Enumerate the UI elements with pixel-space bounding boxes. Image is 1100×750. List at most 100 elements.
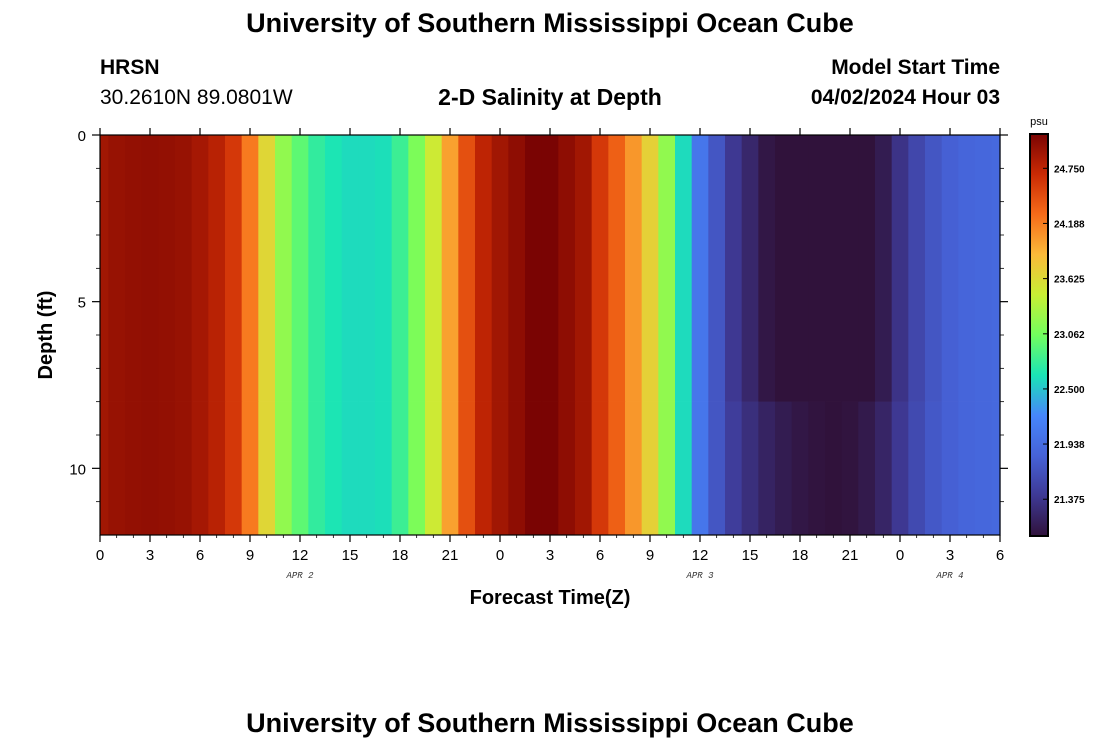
heatmap-cell <box>425 401 443 536</box>
heatmap-cell <box>991 401 1001 536</box>
heatmap-cell <box>375 135 393 402</box>
x-tick-label: 3 <box>546 547 554 564</box>
heatmap-cell <box>875 135 893 402</box>
heatmap-cell <box>458 135 476 402</box>
heatmap-cell <box>758 135 776 402</box>
heatmap-cell <box>325 401 343 536</box>
x-tick-label: 6 <box>996 547 1004 564</box>
x-tick-label: 12 <box>292 547 309 564</box>
heatmap-cell <box>508 135 526 402</box>
heatmap-cell <box>158 401 176 536</box>
heatmap-cell <box>525 135 543 402</box>
x-axis: 0 3 6 9 12 15 18 21 0 3 6 9 12 15 18 21 0 3 6 APR 2 APR 3 APR… <box>96 128 1004 581</box>
heatmap-cell <box>575 401 593 536</box>
heatmap-cell <box>625 401 643 536</box>
heatmap-cell <box>241 401 259 536</box>
heatmap-cell <box>558 401 576 536</box>
heatmap-cell <box>791 135 809 402</box>
heatmap-cell <box>108 401 126 536</box>
heatmap-cell <box>608 401 626 536</box>
heatmap-cell <box>975 135 993 402</box>
heatmap-cell <box>775 135 793 402</box>
heatmap-cell <box>125 135 143 402</box>
heatmap-cell <box>175 135 193 402</box>
x-tick-label: 0 <box>896 547 904 564</box>
y-axis-label: Depth (ft) <box>35 291 57 380</box>
heatmap-cell <box>808 401 826 536</box>
y-axis: 0 5 10 <box>69 128 1008 503</box>
heatmap-cell <box>100 401 109 536</box>
x-tick-label: 9 <box>646 547 654 564</box>
heatmap-cell <box>691 401 709 536</box>
heatmap-cell <box>225 401 243 536</box>
heatmap-cells <box>100 135 1001 536</box>
heatmap-cell <box>541 135 559 402</box>
x-tick-label: 6 <box>196 547 204 564</box>
heatmap-cell <box>341 401 359 536</box>
heatmap-cell <box>708 401 726 536</box>
y-tick-label: 10 <box>69 461 86 478</box>
x-tick-label: 21 <box>842 547 859 564</box>
heatmap-cell <box>491 135 509 402</box>
heatmap-cell <box>591 135 609 402</box>
heatmap-cell <box>941 135 959 402</box>
colorbar-gradient <box>1029 133 1049 537</box>
x-tick-label: 3 <box>146 547 154 564</box>
main-title: University of Southern Mississippi Ocean… <box>246 8 854 38</box>
heatmap-cell <box>558 135 576 402</box>
x-tick-label: 15 <box>342 547 359 564</box>
heatmap-cell <box>291 135 309 402</box>
heatmap-cell <box>775 401 793 536</box>
heatmap-cell <box>875 401 893 536</box>
heatmap-cell <box>158 135 176 402</box>
heatmap-cell <box>708 135 726 402</box>
heatmap-cell <box>691 135 709 402</box>
heatmap-cell <box>408 135 426 402</box>
x-axis-label: Forecast Time(Z) <box>470 587 631 609</box>
heatmap-cell <box>441 401 459 536</box>
colorbar-tick-label: 23.625 <box>1054 275 1085 286</box>
heatmap-cell <box>258 401 276 536</box>
heatmap-cell <box>741 135 759 402</box>
heatmap-cell <box>575 135 593 402</box>
heatmap-cell <box>541 401 559 536</box>
heatmap-cell <box>100 135 109 402</box>
y-tick-label: 5 <box>78 295 86 312</box>
y-tick-label: 0 <box>78 128 86 145</box>
date-label: APR 4 <box>935 571 963 581</box>
heatmap-cell <box>141 135 159 402</box>
heatmap-cell <box>258 135 276 402</box>
heatmap-cell <box>275 401 293 536</box>
heatmap-cell <box>925 401 943 536</box>
x-tick-label: 3 <box>946 547 954 564</box>
heatmap-cell <box>525 401 543 536</box>
x-tick-label: 0 <box>496 547 504 564</box>
heatmap-cell <box>191 135 209 402</box>
colorbar-tick-label: 24.188 <box>1054 219 1085 230</box>
heatmap-cell <box>825 401 843 536</box>
heatmap-cell <box>908 135 926 402</box>
heatmap-cell <box>725 135 743 402</box>
chart-subtitle: 2-D Salinity at Depth <box>438 84 662 110</box>
heatmap-cell <box>491 401 509 536</box>
colorbar-unit-label: psu <box>1030 116 1048 128</box>
station-coordinates: 30.2610N 89.0801W <box>100 86 293 109</box>
heatmap-cell <box>175 401 193 536</box>
heatmap-cell <box>841 135 859 402</box>
heatmap-cell <box>675 135 693 402</box>
colorbar-tick-label: 21.938 <box>1054 440 1085 451</box>
heatmap-cell <box>475 401 493 536</box>
heatmap-cell <box>275 135 293 402</box>
station-name: HRSN <box>100 56 160 79</box>
heatmap-cell <box>375 401 393 536</box>
heatmap-cell <box>291 401 309 536</box>
heatmap-cell <box>325 135 343 402</box>
heatmap-cell <box>958 135 976 402</box>
heatmap-cell <box>141 401 159 536</box>
colorbar: psu 24.750 24.188 23.625 23.062 22.500 21.938… <box>1029 116 1085 537</box>
heatmap-cell <box>891 401 909 536</box>
heatmap-cell <box>191 401 209 536</box>
heatmap-cell <box>825 135 843 402</box>
heatmap-cell <box>858 401 876 536</box>
model-start-label: Model Start Time <box>831 56 1000 79</box>
